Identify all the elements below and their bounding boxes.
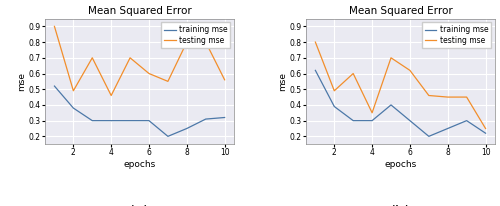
Title: Mean Squared Error: Mean Squared Error xyxy=(348,6,453,16)
training mse xyxy=(108,119,114,122)
testing mse xyxy=(332,90,338,92)
training mse xyxy=(184,127,190,130)
training mse xyxy=(388,104,394,106)
testing mse xyxy=(184,41,190,43)
Line: training mse: training mse xyxy=(54,86,224,136)
training mse xyxy=(426,135,432,138)
training mse xyxy=(222,116,228,119)
testing mse xyxy=(444,96,450,98)
X-axis label: epochs: epochs xyxy=(384,160,416,169)
Line: training mse: training mse xyxy=(316,70,486,136)
training mse xyxy=(90,119,96,122)
training mse xyxy=(165,135,171,138)
testing mse xyxy=(482,127,488,130)
training mse xyxy=(312,69,318,72)
testing mse xyxy=(90,57,96,59)
testing mse xyxy=(222,78,228,81)
Y-axis label: mse: mse xyxy=(17,72,26,91)
Title: Mean Squared Error: Mean Squared Error xyxy=(88,6,192,16)
testing mse xyxy=(426,94,432,97)
testing mse xyxy=(464,96,469,98)
training mse xyxy=(202,118,208,120)
training mse xyxy=(444,127,450,130)
testing mse xyxy=(108,94,114,97)
training mse xyxy=(52,85,58,87)
Y-axis label: mse: mse xyxy=(278,72,287,91)
testing mse xyxy=(312,41,318,43)
testing mse xyxy=(127,57,133,59)
training mse xyxy=(70,107,76,109)
training mse xyxy=(332,105,338,108)
testing mse xyxy=(202,41,208,43)
training mse xyxy=(407,119,413,122)
Legend: training mse, testing mse: training mse, testing mse xyxy=(161,22,230,48)
Line: testing mse: testing mse xyxy=(316,42,486,129)
testing mse xyxy=(369,112,375,114)
testing mse xyxy=(388,57,394,59)
Line: testing mse: testing mse xyxy=(54,26,224,96)
Legend: training mse, testing mse: training mse, testing mse xyxy=(422,22,491,48)
training mse xyxy=(127,119,133,122)
Text: (b): (b) xyxy=(390,205,411,206)
training mse xyxy=(350,119,356,122)
training mse xyxy=(482,132,488,135)
training mse xyxy=(146,119,152,122)
testing mse xyxy=(350,72,356,75)
training mse xyxy=(369,119,375,122)
testing mse xyxy=(407,69,413,72)
training mse xyxy=(464,119,469,122)
testing mse xyxy=(165,80,171,83)
testing mse xyxy=(70,90,76,92)
testing mse xyxy=(146,72,152,75)
X-axis label: epochs: epochs xyxy=(124,160,156,169)
Text: (a): (a) xyxy=(129,205,150,206)
testing mse xyxy=(52,25,58,28)
